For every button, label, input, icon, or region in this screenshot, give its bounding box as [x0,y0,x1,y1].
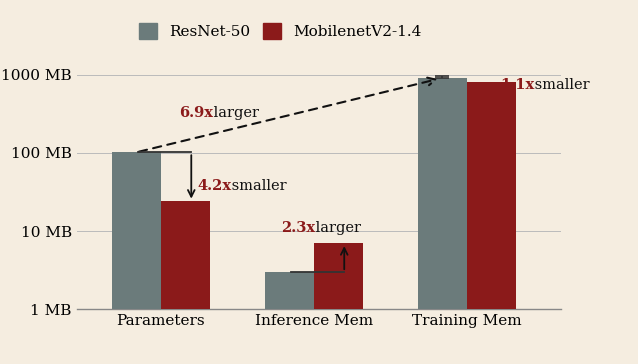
Bar [418,78,466,364]
Text: smaller: smaller [530,79,590,92]
Text: 1.1x: 1.1x [500,79,535,92]
Legend: ResNet-50, MobilenetV2-1.4: ResNet-50, MobilenetV2-1.4 [133,17,427,45]
Bar [314,243,362,364]
Bar [265,272,314,364]
Bar [161,201,210,364]
Bar [466,82,516,364]
Text: smaller: smaller [227,179,287,193]
Text: larger: larger [209,107,259,120]
Text: 2.3x: 2.3x [281,221,316,235]
Text: 6.9x: 6.9x [179,107,213,120]
Bar [112,152,161,364]
Text: 4.2x: 4.2x [197,179,232,193]
Text: larger: larger [311,221,361,235]
